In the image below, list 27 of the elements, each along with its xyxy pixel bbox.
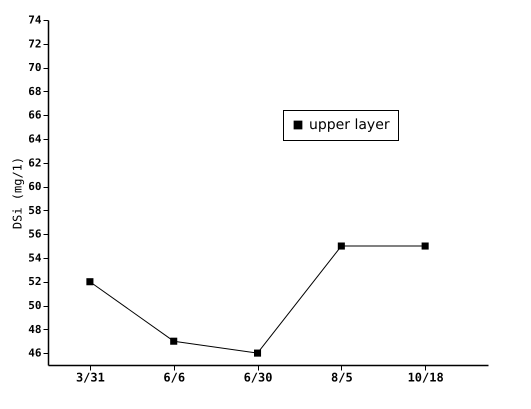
x-tick-label: 6/6 — [163, 370, 186, 384]
y-axis-title: DSi (mg/1) — [10, 156, 24, 230]
y-tick-label: 52 — [28, 275, 42, 288]
point — [422, 242, 429, 250]
y-tick-label: 50 — [28, 299, 42, 312]
y-tick-label: 56 — [28, 228, 42, 241]
y-tick-label: 64 — [28, 132, 42, 146]
y-tick-label: 66 — [28, 108, 42, 122]
y-tick-label: 46 — [28, 346, 42, 360]
y-tick-label: 62 — [28, 156, 42, 170]
y-tick-label: 68 — [28, 84, 42, 98]
y-tick-label: 74 — [28, 14, 42, 26]
x-tick-label: 10/18 — [408, 370, 444, 384]
x-tick-label: 8/5 — [330, 370, 353, 384]
point — [254, 350, 262, 357]
point — [86, 278, 94, 286]
point — [170, 338, 178, 345]
y-tick-label: 72 — [28, 37, 42, 50]
y-tick-label: 54 — [28, 251, 42, 264]
y-tick-label: 48 — [28, 322, 42, 336]
x-tick-label: 3/31 — [76, 370, 105, 384]
point — [338, 242, 345, 250]
y-tick-label: 58 — [28, 204, 42, 217]
y-tick-label: 60 — [28, 180, 42, 194]
y-tick-label: 70 — [28, 61, 42, 74]
x-tick-label: 6/30 — [244, 370, 272, 384]
legend-label: upper layer — [309, 117, 390, 133]
